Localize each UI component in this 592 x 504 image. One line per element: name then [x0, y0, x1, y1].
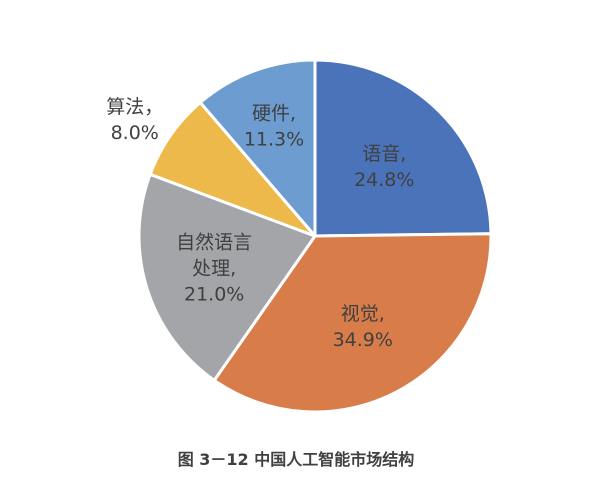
pie-slice-4	[148, 101, 317, 238]
pie-slice-2	[212, 232, 493, 414]
slice-label-3: 自然语言处理, 21.0%	[176, 231, 252, 305]
slice-label-5: 硬件, 11.3%	[244, 102, 304, 150]
slice-label-4: 算法， 8.0%	[106, 96, 163, 144]
slice-label-1: 语音, 24.8%	[354, 143, 414, 191]
pie-slice-1	[313, 58, 493, 238]
slice-label-2: 视觉, 34.9%	[333, 303, 393, 351]
pie-slice-5	[198, 58, 317, 238]
chart-caption: 图 3－12 中国人工智能市场结构	[177, 450, 415, 469]
pie-slice-3	[137, 172, 317, 382]
